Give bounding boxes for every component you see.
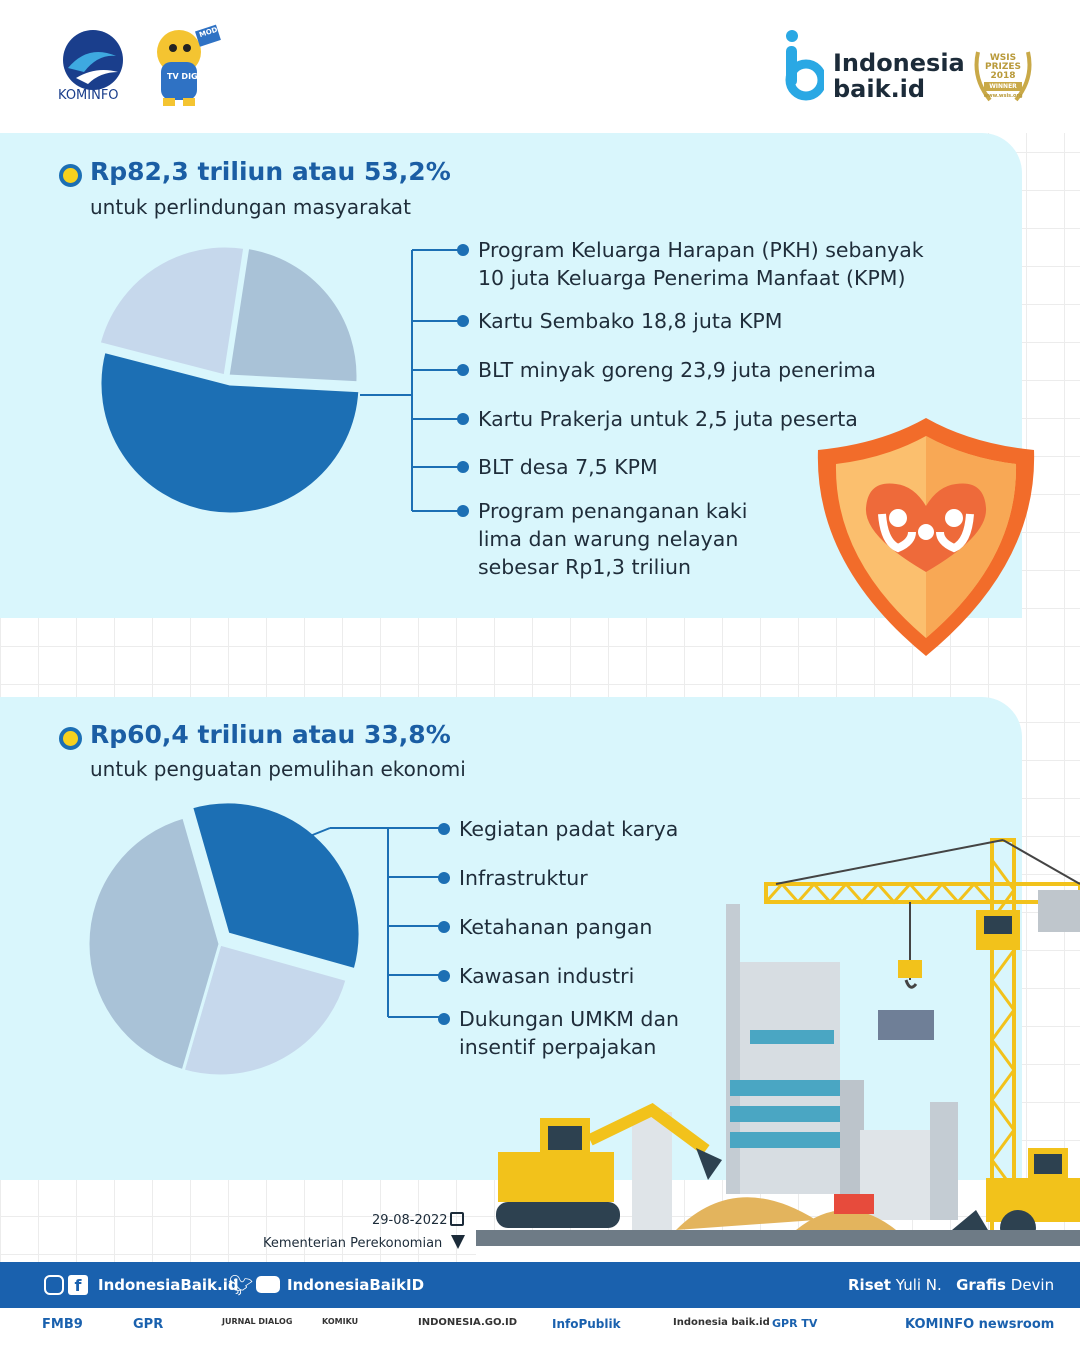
partner-gpr-tv-logo: GPR TV [772, 1317, 818, 1330]
brand-line1: Indonesia [833, 49, 965, 77]
partner-infopublik-logo: InfoPublik [552, 1317, 621, 1331]
section1-item-bullet [457, 244, 469, 256]
section2-subtitle: untuk penguatan pemulihan ekonomi [90, 757, 466, 781]
pie1-highlight-slice [98, 349, 362, 516]
kominfo-label: KOMINFO [58, 88, 119, 103]
calendar-icon [450, 1212, 464, 1226]
section1-pie-chart [97, 244, 362, 516]
tv-digital-mascot: TV DIGITAL MODI [145, 22, 221, 108]
item-line: Program penanganan kaki [478, 499, 748, 523]
section1-item-prakerja: Kartu Prakerja untuk 2,5 juta peserta [478, 407, 858, 431]
item-line: lima dan warung nelayan [478, 527, 739, 551]
grafis-name: Devin [1010, 1276, 1055, 1294]
social-handle-right[interactable]: IndonesiaBaikID [287, 1276, 425, 1294]
pie1-other-slice-a [97, 244, 247, 378]
award-line4: WINNER [984, 82, 1022, 91]
section1-item-bullet [457, 315, 469, 327]
wsis-award-badge: WSIS PRIZES 2018 WINNER www.wsis.org [970, 42, 1036, 108]
instagram-icon[interactable] [44, 1275, 64, 1295]
section1-item-bullet [457, 364, 469, 376]
section1-item-bullet [457, 413, 469, 425]
riset-label: Riset [848, 1276, 891, 1294]
item-line: sebesar Rp1,3 triliun [478, 555, 692, 579]
source-text: Kementerian Perekonomian [263, 1236, 443, 1251]
youtube-icon[interactable] [256, 1276, 280, 1293]
section1-item-kaki-lima: Program penanganan kaki lima dan warung … [478, 497, 747, 581]
kominfo-logo: KOMINFO [58, 26, 138, 108]
pie2-highlight-slice [189, 800, 362, 972]
partner-kominfo-newsroom-logo: KOMINFO newsroom [905, 1317, 1055, 1332]
partner-logos: FMB9 GPR JURNAL DIALOG KOMIKU INDONESIA.… [0, 1308, 1080, 1350]
section1-connector-lines [360, 249, 458, 512]
grafis-label: Grafis [956, 1276, 1006, 1294]
section2-item-padat-karya: Kegiatan padat karya [459, 817, 679, 841]
item-line: 10 juta Keluarga Penerima Manfaat (KPM) [478, 266, 906, 290]
section1-item-pkh: Program Keluarga Harapan (PKH) sebanyak … [478, 236, 924, 292]
construction-site-illustration [476, 838, 1080, 1262]
section1-item-sembako: Kartu Sembako 18,8 juta KPM [478, 309, 783, 333]
section2-connector-lines [309, 827, 440, 1018]
pie2-other-slice-a [181, 942, 349, 1078]
partner-jurnal-dialog-logo: JURNAL DIALOG [222, 1317, 293, 1326]
section1-item-blt-desa: BLT desa 7,5 KPM [478, 455, 658, 479]
mascot-label: TV DIGITAL [167, 72, 217, 81]
section2-item-umkm: Dukungan UMKM dan insentif perpajakan [459, 1005, 679, 1061]
section2-item-bullet [438, 872, 450, 884]
section2-pie-chart [86, 800, 362, 1078]
section2-item-ketahanan-pangan: Ketahanan pangan [459, 915, 653, 939]
section2-item-infrastruktur: Infrastruktur [459, 866, 588, 890]
section2-bullet-icon [59, 727, 82, 750]
section2-title: Rp60,4 triliun atau 33,8% [90, 720, 451, 749]
brand-name: Indonesia baik.id [833, 50, 965, 102]
award-line3: 2018 [990, 71, 1016, 81]
section2-item-bullet [438, 921, 450, 933]
pie1-other-slice-b [226, 245, 360, 385]
item-line: Dukungan UMKM dan [459, 1007, 679, 1031]
item-line: Program Keluarga Harapan (PKH) sebanyak [478, 238, 924, 262]
award-url: www.wsis.org [983, 93, 1023, 99]
partner-fmb9-logo: FMB9 [42, 1317, 83, 1332]
award-line1: WSIS [989, 53, 1017, 63]
riset-name: Yuli N. [895, 1276, 942, 1294]
publish-date: 29-08-2022 [372, 1213, 448, 1228]
section1-bullet-icon [59, 164, 82, 187]
pin-icon [451, 1235, 465, 1249]
section2-item-bullet [438, 1013, 450, 1025]
section2-item-bullet [438, 823, 450, 835]
footer-bar: f IndonesiaBaik.id 🐦︎ IndonesiaBaikID Ri… [0, 1262, 1080, 1308]
partner-gpr-logo: GPR [133, 1317, 164, 1332]
facebook-icon[interactable]: f [68, 1275, 88, 1295]
partner-indonesia-go-id-logo: INDONESIA.GO.ID [418, 1317, 518, 1328]
social-handle-left[interactable]: IndonesiaBaik.id [98, 1276, 239, 1294]
section2-item-kawasan-industri: Kawasan industri [459, 964, 635, 988]
pie2-other-slice-b [86, 815, 222, 1073]
section1-item-bullet [457, 461, 469, 473]
section1-item-bullet [457, 505, 469, 517]
credits: Riset Yuli N. Grafis Devin [848, 1276, 1054, 1294]
section2-item-bullet [438, 970, 450, 982]
section2-pie-slices [86, 800, 362, 1078]
section1-pie-slices [97, 244, 362, 516]
section1-subtitle: untuk perlindungan masyarakat [90, 195, 411, 219]
partner-komiku-logo: KOMIKU [322, 1317, 359, 1326]
twitter-icon[interactable]: 🐦︎ [228, 1273, 254, 1297]
indonesiabaik-logo-icon [782, 28, 827, 102]
item-line: insentif perpajakan [459, 1035, 657, 1059]
partner-indonesiabaik-logo: Indonesia baik.id [673, 1317, 770, 1328]
section1-title: Rp82,3 triliun atau 53,2% [90, 157, 451, 186]
award-line2: PRIZES [984, 62, 1022, 72]
brand-line2: baik.id [833, 75, 926, 103]
section1-item-blt-minyak: BLT minyak goreng 23,9 juta penerima [478, 358, 876, 382]
shield-family-icon [817, 418, 1035, 656]
